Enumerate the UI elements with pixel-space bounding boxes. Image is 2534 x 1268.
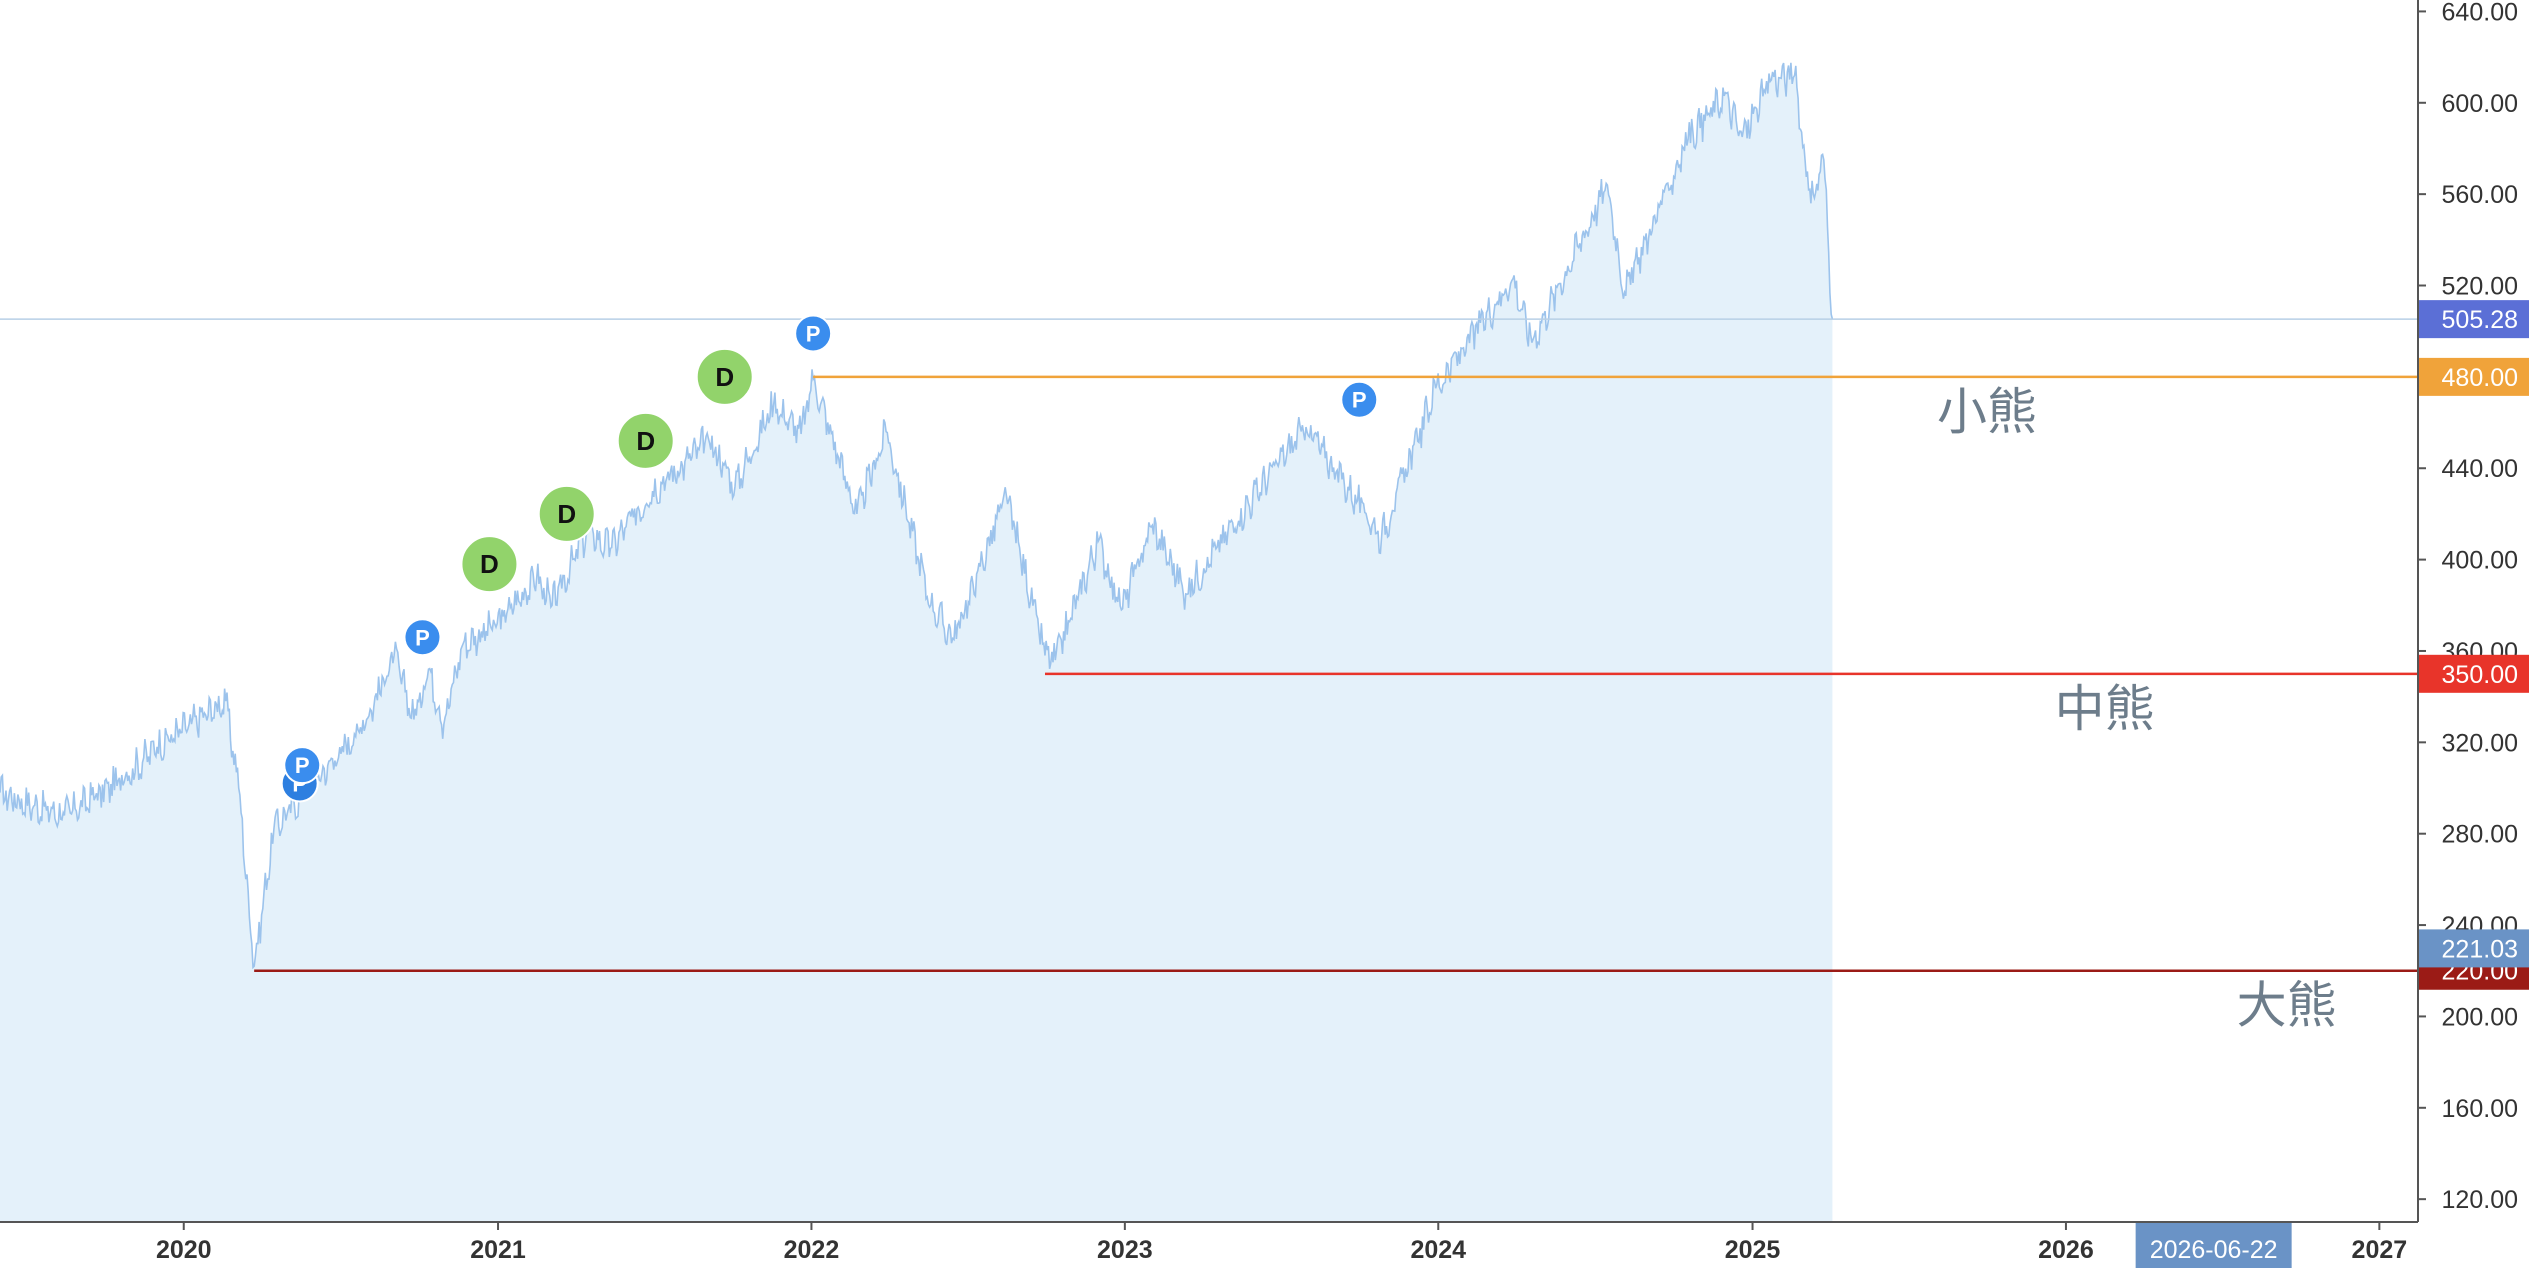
y-tick-label: 440.00: [2442, 455, 2518, 483]
price-axis[interactable]: 120.00160.00200.00240.00280.00320.00360.…: [2418, 0, 2518, 1214]
marker-p-1[interactable]: [283, 746, 322, 785]
crosshair-price-label: 221.03: [2442, 935, 2518, 963]
marker-d-6[interactable]: [695, 347, 754, 406]
x-tick-label: 2027: [2352, 1236, 2408, 1264]
marker-d-5[interactable]: [616, 411, 675, 470]
crosshair-date-badge: [2135, 1223, 2292, 1268]
marker-label-7: P: [806, 321, 821, 346]
marker-label-1: P: [295, 753, 310, 778]
y-tick-label: 280.00: [2442, 821, 2518, 849]
y-tick-label: 640.00: [2442, 0, 2518, 26]
crosshair-price-badge: [2419, 929, 2529, 968]
x-tick-label: 2023: [1097, 1236, 1153, 1264]
x-tick-label: 2020: [156, 1236, 212, 1264]
zone-label-350.00: 中熊: [2055, 681, 2155, 737]
y-tick-label: 600.00: [2442, 90, 2518, 118]
x-tick-label: 2024: [1410, 1236, 1466, 1264]
level-badge-350.00: [2419, 654, 2529, 693]
time-axis[interactable]: 2020 2021 2022 2023 2024 2025 2026 2027 2026-06-…: [156, 1222, 2407, 1268]
zone-label-480.00: 小熊: [1937, 384, 2037, 440]
marker-p-7[interactable]: [794, 314, 833, 353]
price-area-fill: [0, 62, 1833, 1222]
x-tick-label: 2022: [784, 1236, 840, 1264]
last-price-badge: [2419, 300, 2529, 339]
y-tick-label: 560.00: [2442, 181, 2518, 209]
zone-label-220.00: 大熊: [2237, 978, 2337, 1034]
marker-label-4: D: [557, 499, 576, 529]
marker-d-3[interactable]: [460, 535, 519, 594]
x-tick-label: 2025: [1725, 1236, 1781, 1264]
x-tick-label: 2026: [2038, 1236, 2094, 1264]
y-tick-label: 520.00: [2442, 273, 2518, 301]
x-tick-label: 2021: [470, 1236, 526, 1264]
marker-p-8[interactable]: [1340, 380, 1379, 419]
event-markers[interactable]: PPPDDDDPP: [280, 314, 1379, 803]
marker-p-2[interactable]: [403, 618, 442, 657]
y-tick-label: 400.00: [2442, 547, 2518, 575]
level-badge-480.00-text: 480.00: [2442, 364, 2518, 392]
last-price-badge-text: 505.28: [2442, 306, 2518, 334]
marker-label-3: D: [480, 549, 499, 579]
level-badge-350.00-text: 350.00: [2442, 661, 2518, 689]
marker-label-2: P: [415, 625, 430, 650]
y-tick-label: 320.00: [2442, 729, 2518, 757]
support-levels: [254, 375, 2418, 972]
marker-label-8: P: [1352, 388, 1367, 413]
level-badge-480.00: [2419, 357, 2529, 396]
marker-label-5: D: [636, 426, 655, 456]
y-tick-label: 160.00: [2442, 1095, 2518, 1123]
marker-d-4[interactable]: [537, 484, 596, 543]
y-tick-label: 200.00: [2442, 1003, 2518, 1031]
y-tick-label: 120.00: [2442, 1186, 2518, 1214]
marker-label-6: D: [715, 362, 734, 392]
crosshair-date-label: 2026-06-22: [2150, 1236, 2278, 1264]
